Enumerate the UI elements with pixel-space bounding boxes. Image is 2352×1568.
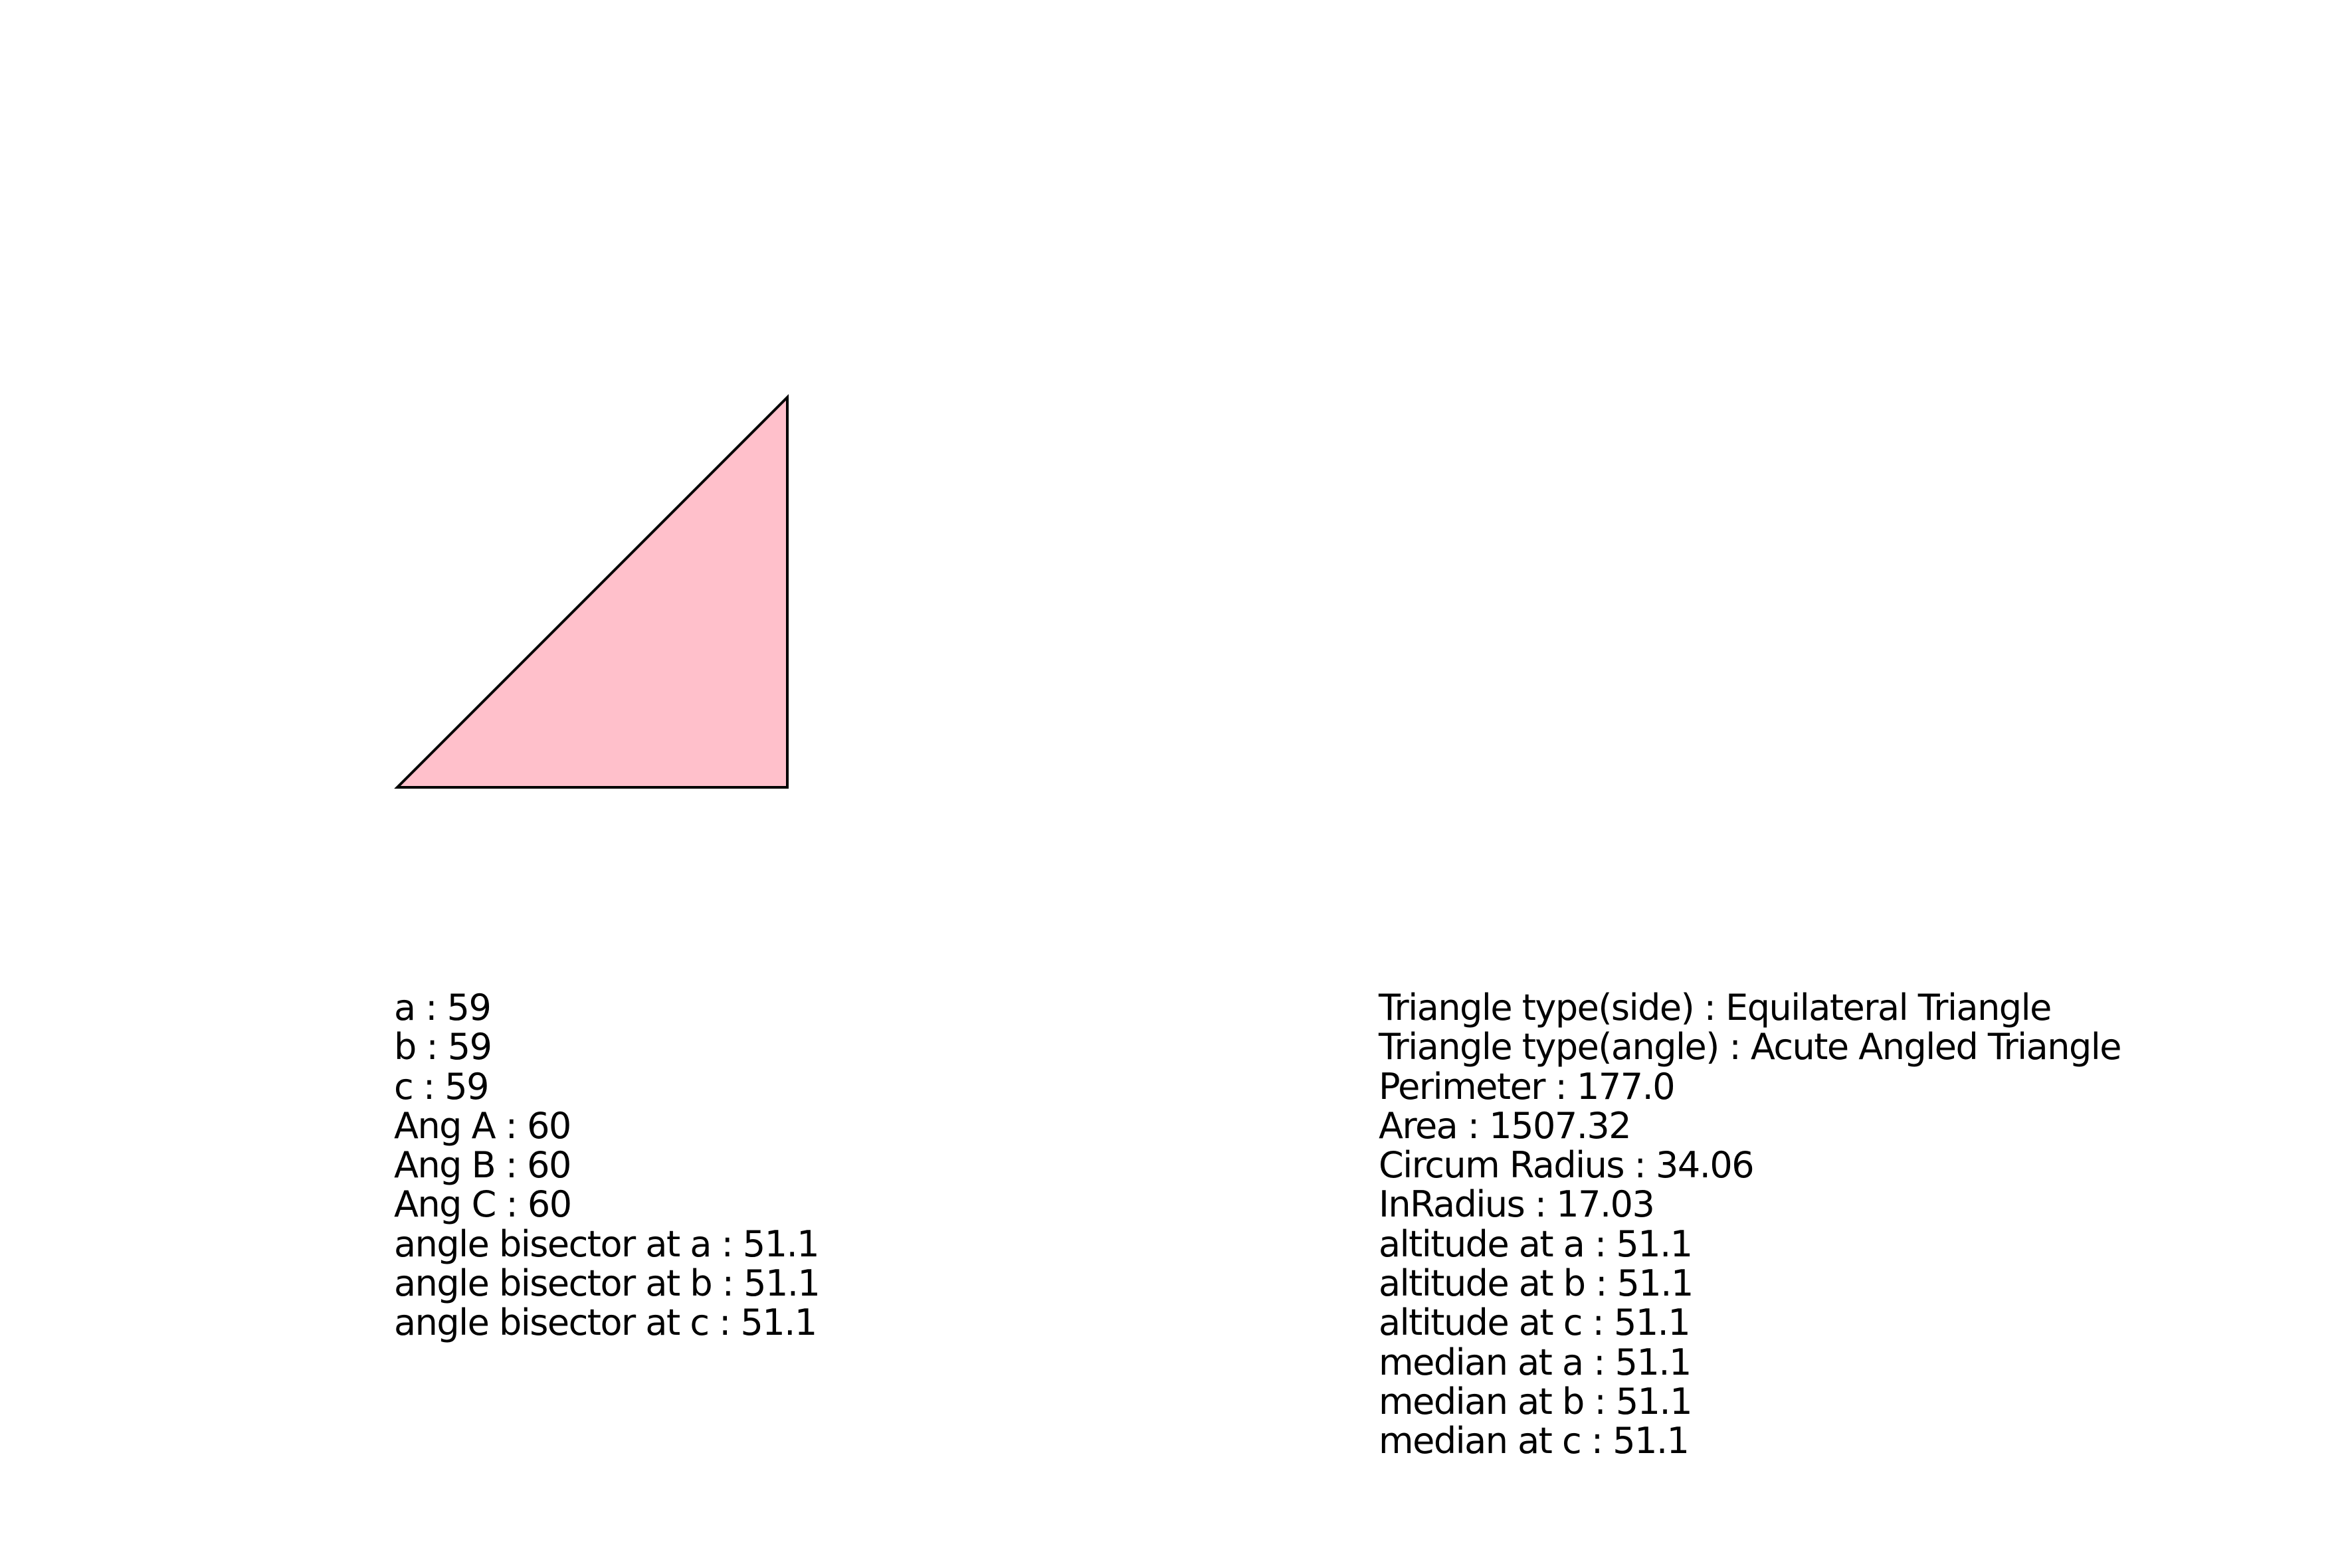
circum-radius-value: Circum Radius : 34.06 [1379, 1144, 1755, 1187]
triangle-type-angle: Triangle type(angle) : Acute Angled Tria… [1379, 1026, 2122, 1068]
median-a-value: median at a : 51.1 [1379, 1341, 1692, 1383]
properties-list: Triangle type(side) : Equilateral Triang… [1379, 987, 2122, 1462]
angle-a-value: Ang A : 60 [394, 1104, 571, 1147]
side-b-value: b : 59 [394, 1026, 492, 1068]
side-a-value: a : 59 [394, 987, 492, 1029]
median-c-value: median at c : 51.1 [1379, 1420, 1690, 1462]
angle-bisector-a-value: angle bisector at a : 51.1 [394, 1223, 820, 1265]
angle-bisector-b-value: angle bisector at b : 51.1 [394, 1262, 821, 1305]
side-c-value: c : 59 [394, 1065, 489, 1108]
triangle-shape [394, 394, 789, 789]
side-angle-list: a : 59 b : 59 c : 59 Ang A : 60 Ang B : … [394, 987, 821, 1344]
area-value: Area : 1507.32 [1379, 1104, 1632, 1147]
perimeter-value: Perimeter : 177.0 [1379, 1065, 1676, 1108]
altitude-a-value: altitude at a : 51.1 [1379, 1223, 1693, 1265]
altitude-b-value: altitude at b : 51.1 [1379, 1262, 1694, 1305]
angle-c-value: Ang C : 60 [394, 1183, 572, 1226]
inradius-value: InRadius : 17.03 [1379, 1183, 1655, 1226]
angle-bisector-c-value: angle bisector at c : 51.1 [394, 1302, 817, 1344]
triangle-type-side: Triangle type(side) : Equilateral Triang… [1379, 987, 2052, 1029]
median-b-value: median at b : 51.1 [1379, 1380, 1693, 1422]
angle-b-value: Ang B : 60 [394, 1144, 571, 1187]
altitude-c-value: altitude at c : 51.1 [1379, 1302, 1691, 1344]
